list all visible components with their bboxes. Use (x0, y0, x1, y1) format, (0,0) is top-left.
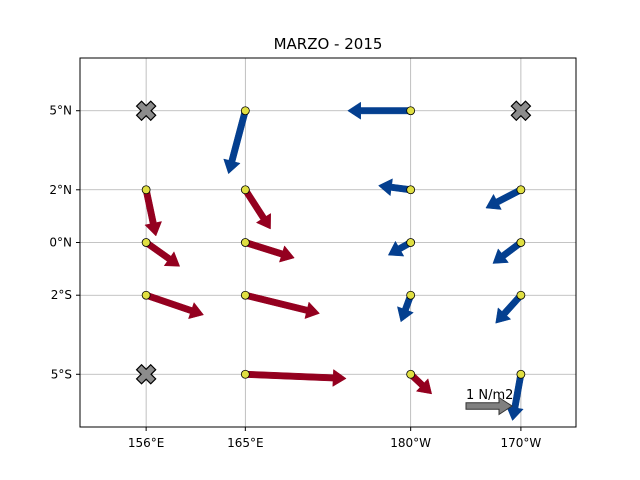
eastward-vector-arrow (144, 239, 180, 267)
wind-stress-vectors (142, 101, 525, 421)
eastward-vector-arrow (244, 369, 347, 387)
eastward-vector-arrow (242, 187, 271, 230)
y-tick-label: 2°N (49, 183, 72, 197)
reference-vector-arrow (465, 396, 513, 416)
station-marker (406, 290, 416, 300)
axis-ticks: 156°E 165°E 180°W 170°W 5°N 2°N 0°N 2°S 5°S (49, 104, 541, 450)
chart-title: MARZO - 2015 (274, 35, 383, 53)
station-marker (141, 290, 151, 300)
westward-vector-arrow (485, 186, 523, 210)
x-tick-label: 180°W (390, 436, 431, 450)
station-marker (141, 238, 151, 247)
station-marker (406, 238, 416, 247)
x-tick-label: 156°E (128, 436, 165, 450)
missing-station-marker (135, 100, 157, 122)
stations (135, 100, 532, 385)
reference-vector: 1 N/m2 (465, 388, 513, 416)
x-tick-label: 170°W (500, 436, 541, 450)
westward-vector-arrow (347, 101, 411, 120)
missing-station-marker (510, 100, 532, 122)
station-marker (240, 238, 250, 247)
station-marker (240, 106, 250, 116)
station-marker (516, 290, 526, 300)
station-marker (240, 185, 250, 195)
y-tick-label: 5°N (49, 104, 72, 118)
station-marker (516, 238, 526, 247)
station-marker (141, 185, 151, 195)
eastward-vector-arrow (244, 291, 320, 319)
station-marker (406, 369, 416, 379)
x-tick-label: 165°E (227, 436, 264, 450)
station-marker (240, 369, 250, 379)
station-marker (516, 369, 526, 379)
y-tick-label: 0°N (49, 236, 72, 250)
westward-vector-arrow (492, 239, 524, 264)
missing-station-marker (135, 363, 157, 385)
station-marker (240, 290, 250, 300)
plot-frame (79, 57, 577, 428)
station-marker (406, 185, 416, 195)
station-marker (406, 106, 416, 116)
station-marker (516, 185, 526, 195)
westward-vector-arrow (223, 109, 249, 174)
westward-vector-arrow (495, 292, 524, 324)
y-tick-label: 5°S (51, 367, 72, 381)
eastward-vector-arrow (142, 188, 162, 237)
eastward-vector-arrow (144, 291, 204, 319)
y-tick-label: 2°S (51, 288, 72, 302)
eastward-vector-arrow (244, 239, 295, 263)
reference-vector-label: 1 N/m2 (466, 388, 513, 403)
westward-vector-arrow (378, 178, 412, 196)
